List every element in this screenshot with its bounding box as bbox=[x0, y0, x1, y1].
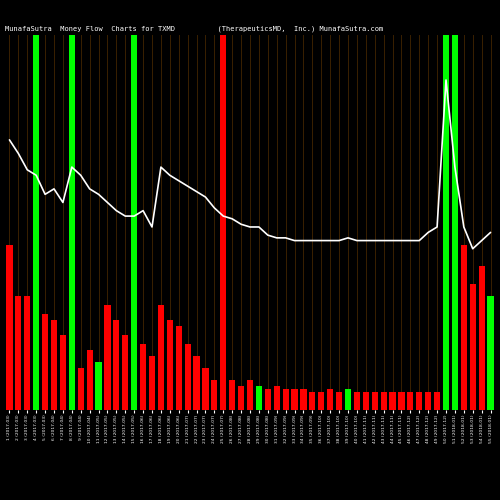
Bar bbox=[131, 35, 138, 410]
Bar bbox=[425, 392, 432, 410]
Bar bbox=[354, 392, 360, 410]
Bar bbox=[184, 344, 191, 410]
Bar bbox=[6, 245, 12, 410]
Bar bbox=[96, 362, 102, 410]
Bar bbox=[336, 392, 342, 410]
Bar bbox=[362, 392, 369, 410]
Bar bbox=[176, 326, 182, 410]
Bar bbox=[229, 380, 235, 410]
Bar bbox=[122, 335, 128, 410]
Bar bbox=[264, 389, 271, 410]
Bar bbox=[202, 368, 208, 410]
Bar bbox=[390, 392, 396, 410]
Bar bbox=[194, 356, 200, 410]
Bar bbox=[345, 389, 351, 410]
Bar bbox=[238, 386, 244, 410]
Bar bbox=[327, 389, 334, 410]
Bar bbox=[460, 245, 467, 410]
Text: MunafaSutra  Money Flow  Charts for TXMD          (TherapeuticsMD,  Inc.) Munafa: MunafaSutra Money Flow Charts for TXMD (… bbox=[5, 26, 384, 32]
Bar bbox=[372, 392, 378, 410]
Bar bbox=[256, 386, 262, 410]
Bar bbox=[211, 380, 218, 410]
Bar bbox=[398, 392, 404, 410]
Bar bbox=[478, 266, 485, 410]
Bar bbox=[407, 392, 414, 410]
Bar bbox=[86, 350, 93, 410]
Bar bbox=[33, 35, 40, 410]
Bar bbox=[149, 356, 155, 410]
Bar bbox=[488, 296, 494, 410]
Bar bbox=[51, 320, 57, 410]
Bar bbox=[452, 35, 458, 410]
Bar bbox=[434, 392, 440, 410]
Bar bbox=[274, 386, 280, 410]
Bar bbox=[68, 35, 75, 410]
Bar bbox=[309, 392, 316, 410]
Bar bbox=[158, 305, 164, 410]
Bar bbox=[220, 35, 226, 410]
Bar bbox=[443, 35, 449, 410]
Bar bbox=[140, 344, 146, 410]
Bar bbox=[15, 296, 22, 410]
Bar bbox=[416, 392, 422, 410]
Bar bbox=[113, 320, 119, 410]
Bar bbox=[166, 320, 173, 410]
Bar bbox=[78, 368, 84, 410]
Bar bbox=[470, 284, 476, 410]
Bar bbox=[24, 296, 30, 410]
Bar bbox=[104, 305, 110, 410]
Bar bbox=[247, 380, 253, 410]
Bar bbox=[292, 389, 298, 410]
Bar bbox=[282, 389, 289, 410]
Bar bbox=[42, 314, 48, 410]
Bar bbox=[300, 389, 306, 410]
Bar bbox=[380, 392, 387, 410]
Bar bbox=[60, 335, 66, 410]
Bar bbox=[318, 392, 324, 410]
